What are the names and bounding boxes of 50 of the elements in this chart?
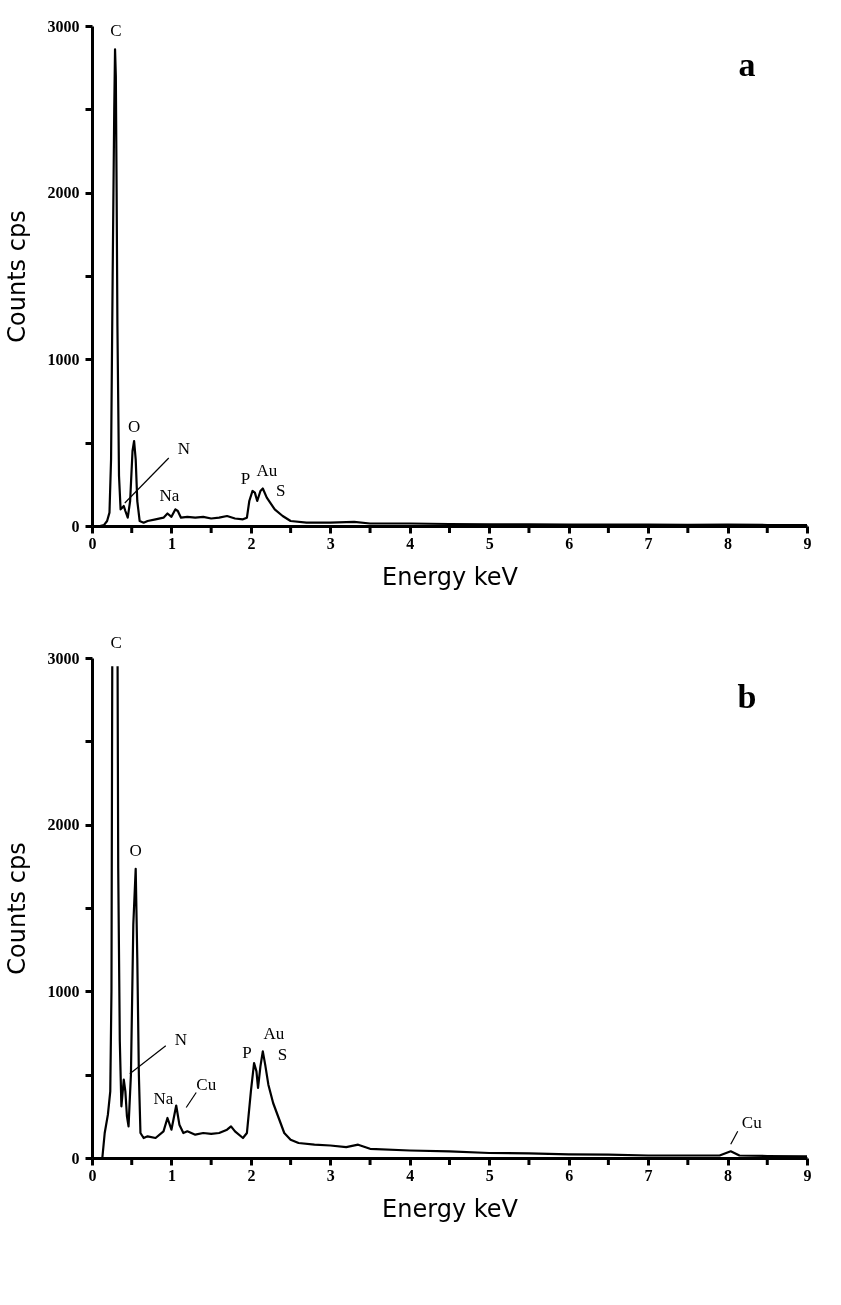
text: b bbox=[737, 678, 757, 715]
annotation: P bbox=[242, 1043, 252, 1062]
x-tick-label: 4 bbox=[406, 1166, 415, 1184]
y-tick-label: 2000 bbox=[47, 816, 80, 834]
x-tick-label: 0 bbox=[88, 1166, 97, 1184]
annotation: Na bbox=[153, 1089, 174, 1108]
annotation: C bbox=[110, 633, 122, 653]
x-tick-label: 6 bbox=[565, 534, 574, 552]
x-tick-label: 9 bbox=[803, 1166, 812, 1184]
annotation: O bbox=[129, 840, 142, 860]
annotation: Au bbox=[256, 460, 278, 480]
x-axis-title: Energy keV bbox=[382, 562, 519, 591]
x-tick-label: 7 bbox=[644, 534, 653, 552]
annotation: Na bbox=[159, 486, 180, 506]
x-tick-label: 4 bbox=[406, 534, 415, 552]
annotation: O bbox=[127, 417, 141, 436]
annotation: C bbox=[110, 21, 122, 41]
x-axis-title: Energy keV bbox=[382, 1194, 519, 1223]
y-tick-label: 0 bbox=[71, 517, 80, 535]
annotation: N bbox=[177, 439, 190, 458]
x-tick-label: 2 bbox=[247, 1166, 256, 1184]
y-axis-title: Counts cps bbox=[2, 210, 31, 343]
annotation: S bbox=[275, 481, 286, 501]
x-tick-label: 6 bbox=[565, 1166, 574, 1184]
y-tick-label: 1000 bbox=[47, 982, 80, 1000]
y-tick-label: 0 bbox=[71, 1149, 80, 1167]
x-tick-label: 1 bbox=[167, 1166, 176, 1184]
annotation: P bbox=[240, 469, 251, 488]
x-tick-label: 8 bbox=[724, 534, 733, 552]
x-tick-label: 5 bbox=[485, 1166, 494, 1184]
x-tick-label: 7 bbox=[644, 1166, 653, 1184]
y-tick-label: 1000 bbox=[47, 350, 80, 368]
x-tick-label: 3 bbox=[326, 534, 335, 552]
x-tick-label: 5 bbox=[485, 534, 494, 552]
y-tick-label: 3000 bbox=[47, 17, 80, 35]
x-tick-label: 3 bbox=[326, 1166, 335, 1184]
x-tick-label: 8 bbox=[724, 1166, 733, 1184]
annotation: S bbox=[277, 1044, 288, 1064]
y-tick-label: 2000 bbox=[47, 184, 80, 202]
annotation: Au bbox=[263, 1024, 285, 1044]
y-tick-label: 3000 bbox=[47, 649, 80, 667]
x-tick-label: 2 bbox=[247, 534, 256, 552]
x-tick-label: 0 bbox=[88, 534, 97, 552]
annotation: Cu bbox=[196, 1074, 217, 1094]
y-axis-title: Counts cps bbox=[2, 842, 31, 975]
x-tick-label: 9 bbox=[803, 534, 812, 552]
text: a bbox=[738, 46, 756, 83]
annotation: Cu bbox=[741, 1113, 763, 1133]
x-tick-label: 1 bbox=[167, 534, 176, 552]
annotation: N bbox=[174, 1029, 187, 1049]
